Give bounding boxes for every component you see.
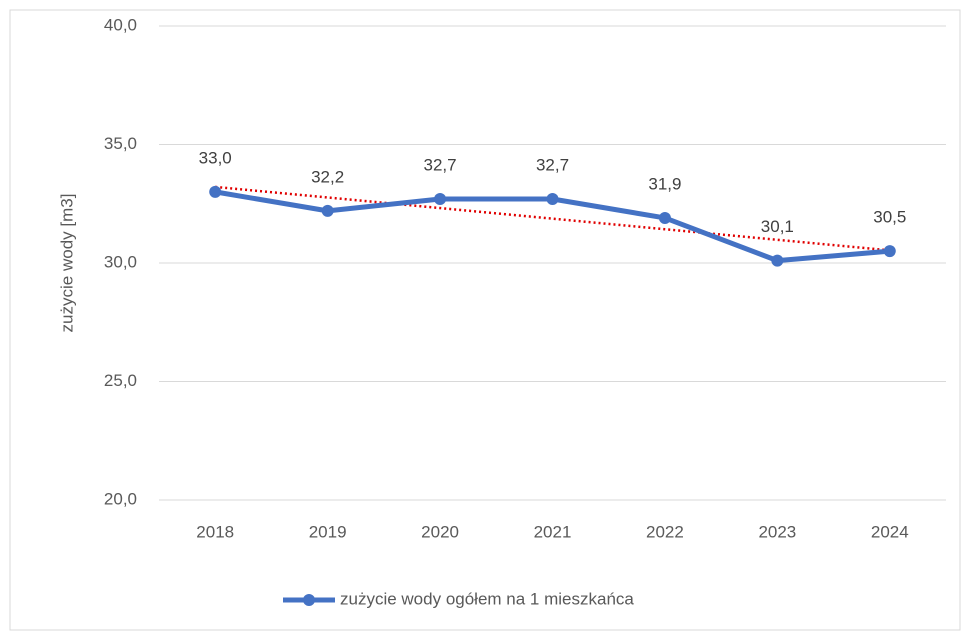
data-label: 33,0 [199,148,232,167]
x-tick-label: 2019 [309,522,347,541]
x-tick-label: 2022 [646,522,684,541]
data-point [434,193,447,206]
y-tick-label: 40,0 [104,15,137,34]
data-label: 32,7 [536,155,569,174]
x-tick-label: 2020 [421,522,459,541]
data-label: 30,5 [873,208,906,227]
x-tick-label: 2023 [758,522,796,541]
data-point [658,211,671,224]
data-label: 30,1 [761,217,794,236]
data-label: 32,2 [311,167,344,186]
data-label: 31,9 [648,174,681,193]
y-tick-label: 20,0 [104,489,137,508]
x-tick-label: 2018 [196,522,234,541]
legend-label: zużycie wody ogółem na 1 mieszkańca [340,589,634,608]
x-tick-label: 2021 [534,522,572,541]
data-point [209,185,222,198]
data-point [883,245,896,258]
y-tick-label: 25,0 [104,371,137,390]
data-point [546,193,559,206]
data-label: 32,7 [424,155,457,174]
data-point [321,204,334,217]
y-axis-label: zużycie wody [m3] [57,194,76,333]
data-point [771,254,784,267]
x-tick-label: 2024 [871,522,909,541]
chart-border [9,9,961,631]
legend-marker [303,594,315,606]
y-tick-label: 35,0 [104,134,137,153]
y-tick-label: 30,0 [104,252,137,271]
